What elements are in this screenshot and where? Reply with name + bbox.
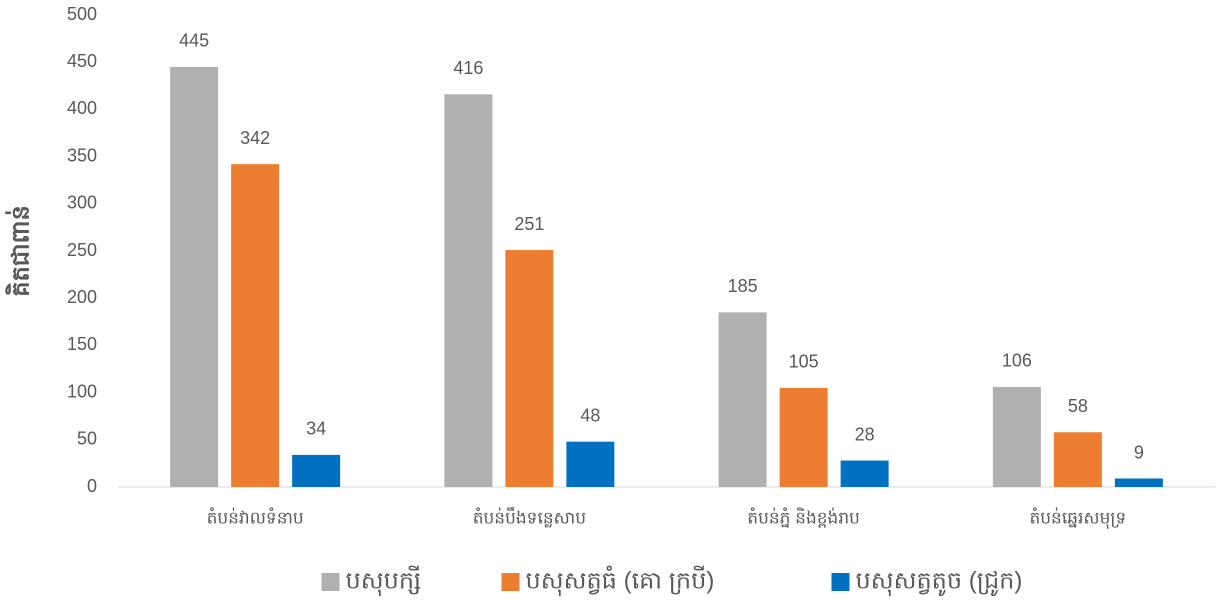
legend-swatch: [321, 573, 340, 591]
bar: [1053, 432, 1102, 487]
value-label: 251: [514, 214, 544, 234]
legend-swatch: [831, 573, 850, 591]
y-tick-label: 450: [67, 51, 97, 71]
x-tick-label: តំបន់បឹងទន្លេសាប: [473, 506, 586, 527]
bar: [1114, 478, 1163, 487]
bar: [444, 94, 493, 488]
legend-label: បសុសត្វធំ (គោ ក្របី): [526, 565, 715, 596]
bar: [505, 250, 554, 487]
y-tick-label: 100: [67, 381, 97, 401]
x-tick-label: តំបន់វាលទំនាប: [207, 506, 304, 527]
value-label: 34: [306, 419, 326, 439]
legend-label: បសុសត្វតូច (ជ្រូក): [856, 567, 1023, 596]
value-label: 106: [1002, 351, 1032, 371]
value-label: 342: [240, 128, 270, 148]
y-tick-label: 50: [77, 429, 97, 449]
bar: [779, 387, 828, 487]
legend-label: បសុបក្សី: [346, 565, 422, 596]
value-label: 105: [789, 352, 819, 372]
bar: [992, 386, 1041, 487]
bar: [718, 312, 767, 487]
bar: [170, 66, 219, 488]
y-tick-label: 400: [67, 98, 97, 118]
y-tick-label: 0: [87, 476, 97, 496]
y-axis-label: គិតជាពាន់: [4, 205, 34, 296]
bar: [566, 441, 615, 487]
y-tick-label: 250: [67, 240, 97, 260]
value-label: 185: [728, 276, 758, 296]
bar: [840, 460, 889, 487]
legend-swatch: [501, 573, 520, 591]
bar: [231, 164, 280, 488]
bar: [292, 454, 341, 487]
x-tick-label: តំបន់ភ្នំ និងខ្ពង់រាប: [747, 506, 860, 528]
x-tick-label: តំបន់ឆ្នេរសមុទ្រ: [1029, 506, 1126, 529]
y-tick-label: 200: [67, 287, 97, 307]
y-tick-label: 300: [67, 193, 97, 213]
value-label: 9: [1134, 442, 1144, 462]
value-label: 58: [1068, 396, 1088, 416]
y-tick-label: 500: [67, 4, 97, 24]
y-tick-label: 350: [67, 145, 97, 165]
value-label: 445: [179, 31, 209, 51]
value-label: 416: [453, 58, 483, 78]
value-label: 28: [855, 424, 875, 444]
value-label: 48: [580, 405, 600, 425]
y-tick-label: 150: [67, 334, 97, 354]
